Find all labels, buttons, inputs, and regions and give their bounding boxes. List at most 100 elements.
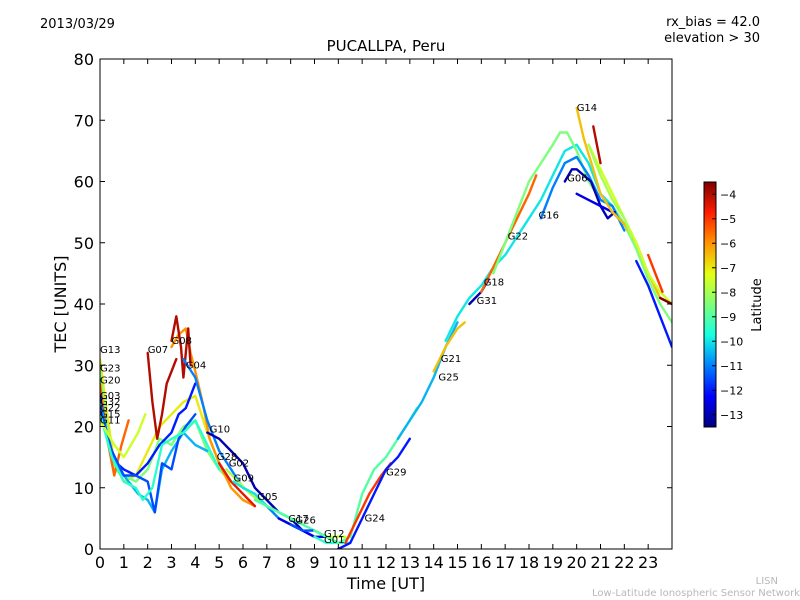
chart-title: PUCALLPA, Peru bbox=[327, 37, 446, 55]
y-tick-label: 60 bbox=[74, 173, 94, 192]
satellite-label-g04: G04 bbox=[186, 360, 206, 371]
y-axis-label: TEC [UNITS] bbox=[51, 256, 70, 354]
satellite-label-g05: G05 bbox=[257, 492, 277, 503]
elevation-label: elevation > 30 bbox=[664, 31, 760, 46]
colorbar-tick-label: −8 bbox=[720, 286, 736, 299]
x-tick-label: 14 bbox=[423, 553, 443, 572]
colorbar-label: Latitude bbox=[750, 278, 765, 332]
series-line-g14b bbox=[592, 125, 602, 165]
rx-bias-label: rx_bias = 42.0 bbox=[666, 15, 760, 30]
colorbar-tick-label: −12 bbox=[720, 384, 743, 397]
satellite-label-g23: G23 bbox=[100, 363, 120, 374]
y-tick-label: 80 bbox=[74, 50, 94, 69]
series-line-g16b bbox=[539, 155, 626, 232]
x-tick-label: 23 bbox=[638, 553, 658, 572]
x-tick-label: 0 bbox=[95, 553, 105, 572]
series-line-g28 bbox=[218, 462, 257, 508]
axis-layer: 0 1 2 3 4 5 6 7 8 9 10 11 12 13 14 15 16 17 18 19 20 21 22 2301… bbox=[74, 50, 672, 572]
series-line-g19 bbox=[587, 143, 633, 238]
colorbar-tick-label: −5 bbox=[720, 213, 736, 226]
x-tick-label: 19 bbox=[543, 553, 563, 572]
satellite-label-g28: G28 bbox=[217, 452, 237, 463]
x-tick-label: 4 bbox=[190, 553, 200, 572]
satellite-label-g06: G06 bbox=[567, 174, 587, 185]
satellite-label-g08: G08 bbox=[172, 336, 192, 347]
x-tick-label: 16 bbox=[471, 553, 491, 572]
series-line-g11 bbox=[100, 413, 147, 459]
x-tick-label: 5 bbox=[214, 553, 224, 572]
series-line-g21 bbox=[432, 321, 466, 373]
colorbar: Latitude −4 −5 −6 −7 −8 −9 −10 −11 −12 −13 bbox=[703, 181, 765, 428]
x-tick-label: 6 bbox=[238, 553, 248, 572]
series-line-g10 bbox=[206, 431, 316, 538]
satellite-label-g01: G01 bbox=[324, 535, 344, 546]
colorbar-tick-label: −6 bbox=[720, 237, 736, 250]
x-tick-label: 1 bbox=[119, 553, 129, 572]
x-tick-label: 10 bbox=[328, 553, 348, 572]
satellite-label-g20: G20 bbox=[100, 376, 120, 387]
satellite-label-g24: G24 bbox=[365, 513, 385, 524]
satellite-label-g22: G22 bbox=[100, 403, 120, 414]
x-tick-label: 3 bbox=[166, 553, 176, 572]
x-tick-label: 13 bbox=[400, 553, 420, 572]
series-line-g29b bbox=[337, 437, 411, 549]
y-tick-label: 20 bbox=[74, 418, 94, 437]
annotation-layer: G13G23G20G03G32G22G15G11G07G08G04G10G28G… bbox=[100, 103, 597, 546]
series-line-g31 bbox=[444, 143, 626, 342]
x-tick-label: 7 bbox=[262, 553, 272, 572]
series-line-g30c bbox=[658, 296, 672, 306]
y-tick-label: 30 bbox=[74, 356, 94, 375]
series-layer bbox=[100, 106, 672, 549]
footer-lisn: LISN bbox=[755, 576, 778, 587]
satellite-label-g14: G14 bbox=[577, 103, 597, 114]
x-tick-label: 2 bbox=[143, 553, 153, 572]
series-line-g30b bbox=[647, 253, 664, 293]
series-line-g30 bbox=[635, 259, 672, 349]
bias-info: rx_bias = 42.0 elevation > 30 bbox=[664, 15, 760, 47]
y-tick-label: 40 bbox=[74, 295, 94, 314]
x-tick-label: 21 bbox=[590, 553, 610, 572]
x-tick-label: 8 bbox=[286, 553, 296, 572]
satellite-label-g12: G12 bbox=[324, 529, 344, 540]
x-axis-label: Time [UT] bbox=[346, 574, 425, 593]
series-line-g06 bbox=[563, 168, 616, 220]
satellite-label-g13: G13 bbox=[100, 345, 120, 356]
satellite-label-g11: G11 bbox=[100, 415, 120, 426]
x-tick-label: 9 bbox=[309, 553, 319, 572]
satellite-label-g03: G03 bbox=[100, 391, 120, 402]
colorbar-tick-label: −11 bbox=[720, 360, 743, 373]
series-line-g08b bbox=[170, 315, 192, 379]
satellite-label-g25: G25 bbox=[438, 373, 458, 384]
series-line-g15 bbox=[100, 413, 221, 502]
series-line-g14 bbox=[575, 106, 672, 306]
x-tick-label: 22 bbox=[614, 553, 634, 572]
satellite-label-g32: G32 bbox=[100, 397, 120, 408]
x-tick-label: 11 bbox=[352, 553, 372, 572]
series-line-g32 bbox=[100, 400, 209, 514]
satellite-label-g09: G09 bbox=[234, 474, 254, 485]
date-label: 2013/03/29 bbox=[40, 17, 115, 32]
satellite-label-g26: G26 bbox=[295, 515, 315, 526]
satellite-label-g22: G22 bbox=[508, 232, 528, 243]
x-tick-label: 18 bbox=[519, 553, 539, 572]
satellite-label-g31: G31 bbox=[477, 296, 497, 307]
y-tick-label: 50 bbox=[74, 234, 94, 253]
satellite-label-g16: G16 bbox=[539, 210, 559, 221]
x-tick-label: 15 bbox=[447, 553, 467, 572]
satellite-label-g29: G29 bbox=[386, 468, 406, 479]
colorbar-tick-label: −4 bbox=[720, 188, 736, 201]
satellite-label-g02: G02 bbox=[229, 458, 249, 469]
colorbar-tick-label: −13 bbox=[720, 409, 743, 422]
colorbar-tick-label: −9 bbox=[720, 311, 736, 324]
y-tick-label: 10 bbox=[74, 479, 94, 498]
colorbar-tick-label: −7 bbox=[720, 262, 736, 275]
satellite-label-g17: G17 bbox=[288, 514, 308, 525]
x-tick-label: 20 bbox=[566, 553, 586, 572]
series-line-g16 bbox=[492, 131, 672, 324]
y-tick-label: 0 bbox=[84, 540, 94, 559]
x-tick-label: 12 bbox=[376, 553, 396, 572]
satellite-label-g15: G15 bbox=[100, 409, 120, 420]
series-line-g04 bbox=[182, 357, 304, 532]
y-tick-label: 70 bbox=[74, 111, 94, 130]
